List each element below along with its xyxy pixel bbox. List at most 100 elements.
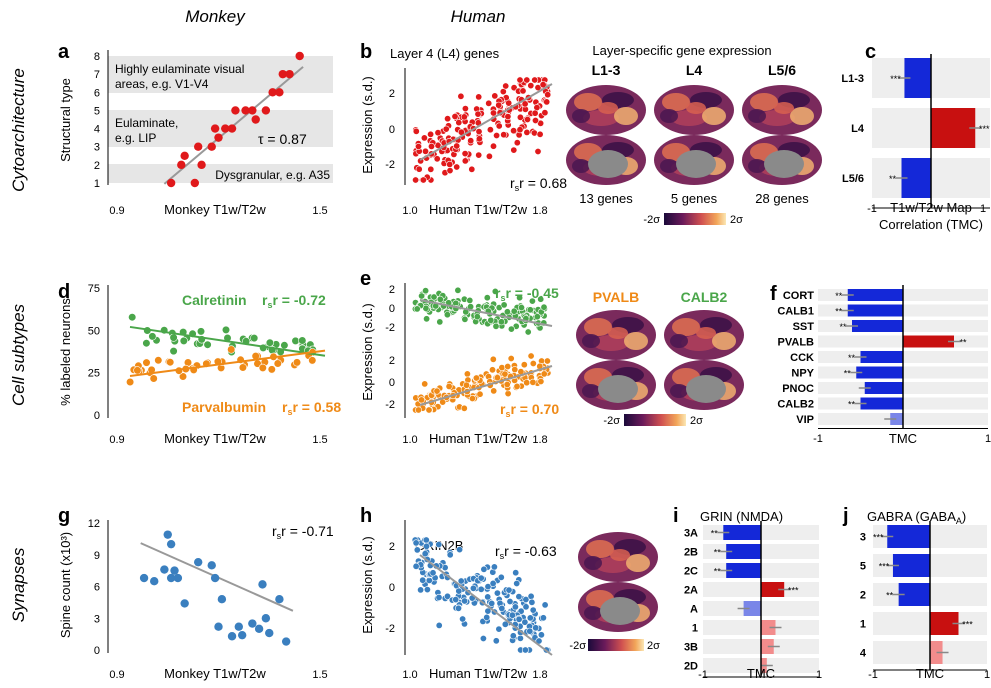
point-b <box>510 127 518 135</box>
yticks-a: 1 2 3 4 5 6 7 8 <box>94 51 100 190</box>
i-label: 1 <box>692 623 698 635</box>
point-d-parvalbumin <box>292 358 302 367</box>
xtick-j-0: -1 <box>868 669 878 681</box>
cb3-lo: -2σ <box>569 640 586 652</box>
c-sig: *** <box>890 74 901 84</box>
point-b <box>502 82 510 90</box>
j-sig: *** <box>873 533 884 543</box>
point-h <box>498 604 506 612</box>
point-h <box>454 604 462 612</box>
point-d-parvalbumin <box>133 366 142 375</box>
point-h <box>422 536 430 544</box>
point-e-calb2 <box>473 313 481 321</box>
ytick-h-0: 2 <box>389 541 395 553</box>
cb1-hi: 2σ <box>730 214 743 226</box>
f-label: CCK <box>790 352 814 364</box>
cb3-hi: 2σ <box>647 640 660 652</box>
f-bar <box>860 351 903 363</box>
ytick-b-1: 0 <box>389 124 395 136</box>
stat-g: rsr = -0.71 <box>272 523 334 541</box>
ytick-g-3: 9 <box>94 550 100 562</box>
point-b <box>467 137 475 145</box>
point-g <box>207 561 216 570</box>
ytick-e-b1: 0 <box>389 377 395 389</box>
point-g <box>217 595 227 604</box>
point-b <box>461 157 469 165</box>
point-b <box>434 129 442 137</box>
panel-letter-i: i <box>673 505 679 527</box>
point-d-parvalbumin <box>258 363 267 373</box>
point-h <box>521 646 529 654</box>
point-b <box>457 92 465 100</box>
point-h <box>501 620 509 628</box>
point-a <box>268 88 277 97</box>
point-b <box>475 128 483 136</box>
brain2-lat-1-patch <box>681 335 717 351</box>
point-e-calb2 <box>500 301 508 309</box>
point-a <box>241 106 250 115</box>
brain3-med-medial-wall <box>600 597 640 625</box>
point-d-calretinin <box>196 327 206 336</box>
ylabel-h: Expression (s.d.) <box>360 536 375 634</box>
point-e-pvalb <box>537 377 545 385</box>
point-e-pvalb <box>501 370 509 378</box>
point-g <box>237 630 247 640</box>
point-b <box>451 113 459 121</box>
ytick-a-0: 1 <box>94 178 100 190</box>
point-e-calb2 <box>436 318 444 326</box>
point-b <box>495 101 503 109</box>
points-e <box>411 286 553 414</box>
stat-tau: τ = 0.87 <box>258 131 307 147</box>
stat-h: rsr = -0.63 <box>495 543 557 561</box>
point-b <box>468 165 476 173</box>
point-e-pvalb <box>523 379 531 387</box>
point-h <box>490 563 498 571</box>
brain-lat-2 <box>742 85 822 135</box>
colorbar-2 <box>624 414 686 426</box>
point-e-pvalb <box>425 406 433 414</box>
point-a <box>214 133 223 142</box>
point-a <box>251 115 260 124</box>
point-e-pvalb <box>527 352 535 360</box>
f-sig: ** <box>835 291 843 301</box>
point-h <box>539 614 547 622</box>
brain2-lat-0-patch <box>624 332 648 350</box>
panel-letter-e: e <box>360 268 371 290</box>
xtick-i-0: -1 <box>698 669 708 681</box>
point-e-calb2 <box>524 328 532 336</box>
point-e-calb2 <box>537 295 545 303</box>
colorbar-1 <box>664 213 726 225</box>
stat-calretinin: rsr = -0.72 <box>262 292 326 310</box>
i-label: 2A <box>684 585 698 597</box>
panel-letter-h: h <box>360 505 372 527</box>
point-b <box>505 99 513 107</box>
label-eulaminate-1: Eulaminate, <box>115 116 178 130</box>
i-bar <box>726 563 761 578</box>
point-h <box>505 586 513 594</box>
brain-med-0-medial-wall <box>588 150 628 178</box>
point-e-calb2 <box>491 287 499 295</box>
title-b: Layer 4 (L4) genes <box>390 46 500 61</box>
ytick-g-1: 3 <box>94 613 100 625</box>
point-h <box>452 596 460 604</box>
point-g <box>210 573 220 583</box>
point-a <box>285 69 294 79</box>
i-bar <box>761 620 776 635</box>
point-d-calretinin <box>221 325 231 335</box>
brain2-lat-0-patch <box>584 318 612 336</box>
brain3-lat <box>578 532 658 582</box>
f-bar <box>890 413 903 425</box>
brain1-count-1: 5 genes <box>671 191 718 206</box>
point-h <box>446 551 454 559</box>
brain1-count-0: 13 genes <box>579 191 633 206</box>
xtick-f-2: 1 <box>985 433 991 445</box>
ytick-g-0: 0 <box>94 645 100 657</box>
point-h <box>483 613 491 621</box>
f-sig: ** <box>959 338 967 348</box>
ytick-e-b2: -2 <box>385 399 395 411</box>
point-d-parvalbumin <box>238 363 247 372</box>
brain-med-0-patch <box>572 159 590 173</box>
brain-med-0 <box>566 135 646 185</box>
f-label: NPY <box>791 368 814 380</box>
point-e-calb2 <box>497 318 505 326</box>
